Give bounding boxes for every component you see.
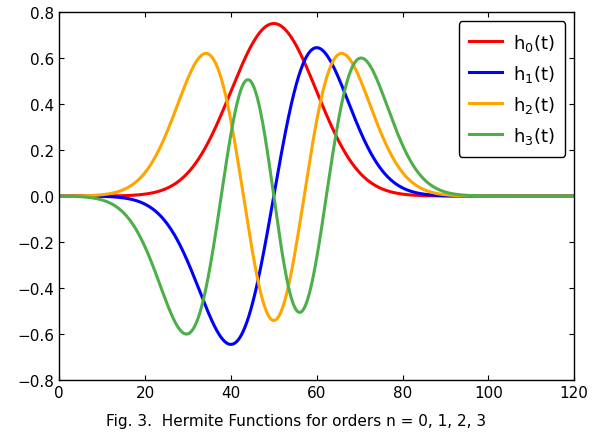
Legend: h$_0$(t), h$_1$(t), h$_2$(t), h$_3$(t): h$_0$(t), h$_1$(t), h$_2$(t), h$_3$(t) bbox=[459, 22, 565, 157]
Text: Fig. 3.  Hermite Functions for orders n = 0, 1, 2, 3: Fig. 3. Hermite Functions for orders n =… bbox=[106, 413, 486, 428]
